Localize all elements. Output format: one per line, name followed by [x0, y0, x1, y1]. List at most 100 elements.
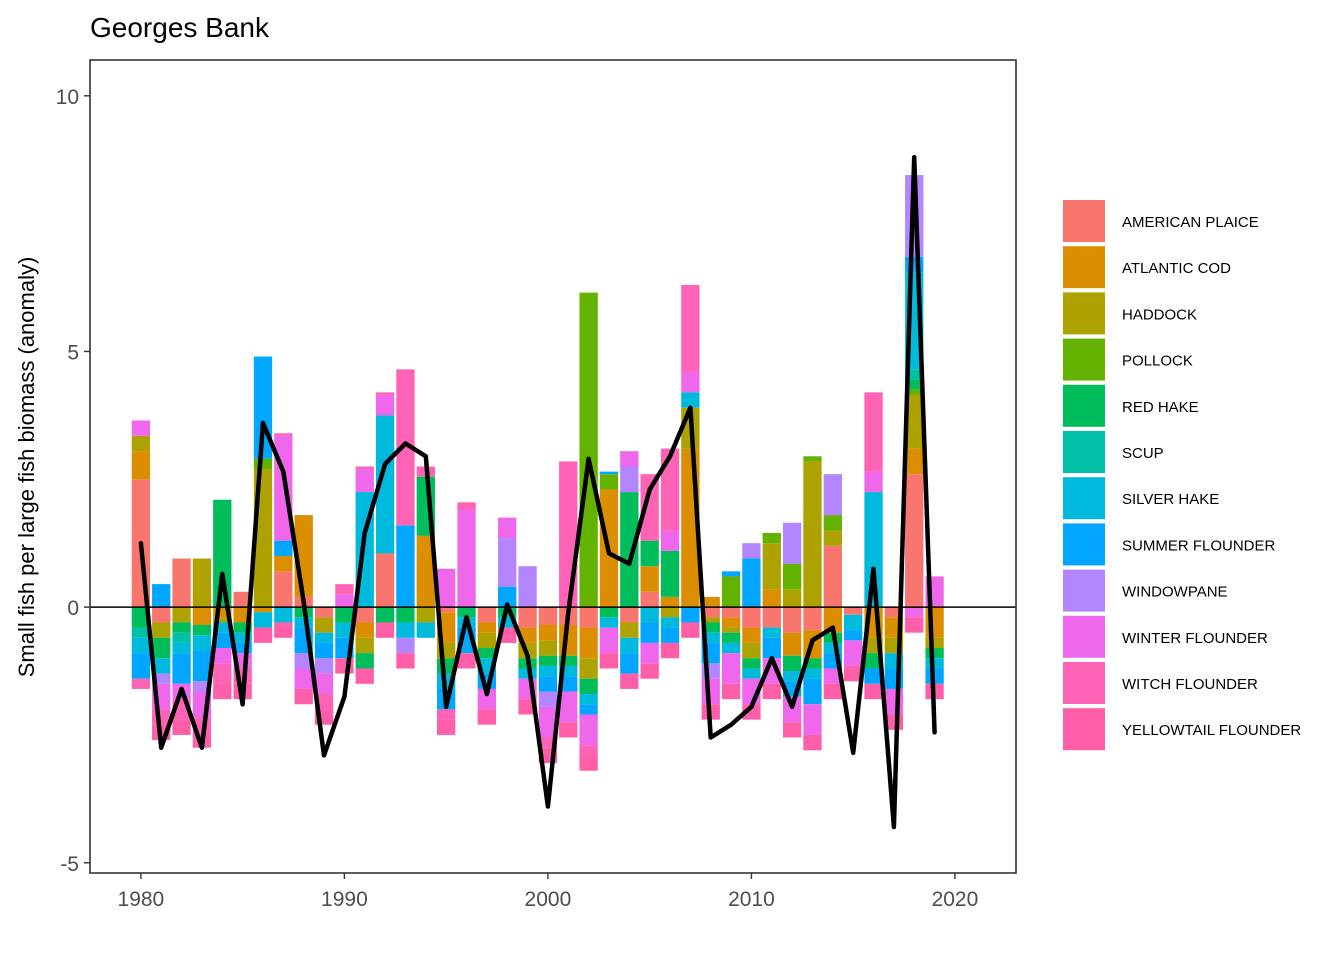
bar-segment [477, 632, 497, 649]
bar-segment [294, 617, 313, 628]
bar-segment [416, 607, 435, 623]
legend-key [1063, 200, 1105, 242]
bar-segment [131, 607, 151, 628]
bar-segment [192, 650, 212, 682]
bar-segment [579, 292, 598, 608]
bar-segment [803, 607, 822, 631]
bar-segment [314, 617, 334, 633]
bar-segment [905, 394, 924, 449]
bar-segment [681, 392, 700, 408]
bar-segment [782, 632, 802, 656]
bar-segment [844, 614, 863, 631]
bar-segment [660, 448, 680, 531]
legend-key [1063, 477, 1105, 520]
bar-segment [477, 607, 497, 623]
bar-segment [152, 637, 171, 659]
bar-segment [152, 673, 171, 684]
bar-segment [131, 678, 151, 689]
bar-segment [172, 719, 191, 735]
bar-segment [620, 622, 639, 638]
bar-segment [742, 543, 761, 559]
bar-segment [782, 722, 802, 738]
bar-segment [782, 671, 802, 682]
bar-segment [742, 642, 761, 659]
bar-segment [274, 622, 293, 638]
bar-segment [721, 653, 741, 684]
bar-segment [274, 540, 293, 556]
bar-segment [355, 637, 374, 654]
bar-segment [436, 607, 456, 613]
bar-segment [701, 622, 720, 633]
bar-segment [742, 658, 761, 669]
bar-segment [396, 369, 415, 526]
bar-segment [905, 474, 924, 608]
bar-segment [721, 632, 741, 643]
bar-segment [375, 607, 395, 623]
bar-segment [762, 683, 781, 700]
bar-segment [559, 461, 578, 608]
bar-segment [823, 474, 842, 516]
bar-segment [172, 558, 191, 608]
bars-layer [131, 175, 944, 771]
bar-segment [823, 545, 842, 608]
bar-segment [294, 688, 313, 705]
bar-segment [782, 522, 802, 564]
bar-segment [660, 550, 680, 597]
bar-segment [599, 474, 619, 490]
bar-segment [192, 681, 212, 692]
bar-segment [864, 653, 883, 669]
x-tick-label: 2020 [932, 888, 979, 911]
bar-segment [559, 722, 578, 738]
bar-segment [375, 394, 395, 416]
bar-segment [803, 456, 822, 462]
bar-segment [131, 627, 151, 638]
bar-segment [762, 589, 781, 608]
bar-segment [172, 607, 191, 623]
bar-segment [579, 755, 598, 771]
bar-segment [721, 617, 741, 628]
bar-segment [213, 622, 232, 633]
bar-segment [274, 571, 293, 608]
legend-label: SUMMER FLOUNDER [1122, 537, 1276, 554]
bar-segment [925, 658, 944, 669]
bar-segment [314, 607, 334, 618]
bar-segment [721, 642, 741, 654]
bar-segment [477, 622, 497, 633]
bar-segment [803, 734, 822, 751]
bar-segment [762, 627, 781, 638]
bar-segment [660, 607, 680, 618]
legend-label: SILVER HAKE [1122, 491, 1219, 508]
bar-segment [274, 607, 293, 623]
bar-segment [131, 451, 151, 480]
bar-segment [538, 665, 558, 677]
bar-segment [905, 617, 924, 633]
bar-segment [701, 596, 720, 608]
bar-segment [721, 571, 741, 577]
bar-segment [131, 420, 151, 436]
bar-segment [721, 576, 741, 608]
legend-key [1063, 662, 1105, 704]
legend-label: WITCH FLOUNDER [1122, 676, 1258, 693]
legend-key [1063, 384, 1105, 427]
bar-segment [681, 371, 700, 393]
bar-segment [355, 607, 374, 623]
panel-border [89, 59, 1017, 874]
bar-segment [742, 558, 761, 608]
x-tick-label: 1990 [321, 888, 368, 911]
bar-segment [762, 607, 781, 628]
legend-label: WINTER FLOUNDER [1122, 630, 1268, 647]
bar-segment [233, 622, 252, 633]
bar-segment [355, 653, 374, 669]
bar-segment [355, 466, 374, 470]
bar-segment [599, 627, 619, 654]
bar-segment [620, 451, 639, 467]
legend-key [1063, 246, 1105, 289]
bar-segment [538, 691, 558, 707]
bar-segment [213, 607, 232, 618]
bar-segment [477, 688, 497, 710]
bar-segment [314, 642, 334, 659]
x-tick-label: 2000 [525, 888, 572, 911]
bar-segment [396, 622, 415, 638]
bar-segment [884, 688, 904, 715]
bar-segment [538, 625, 558, 641]
